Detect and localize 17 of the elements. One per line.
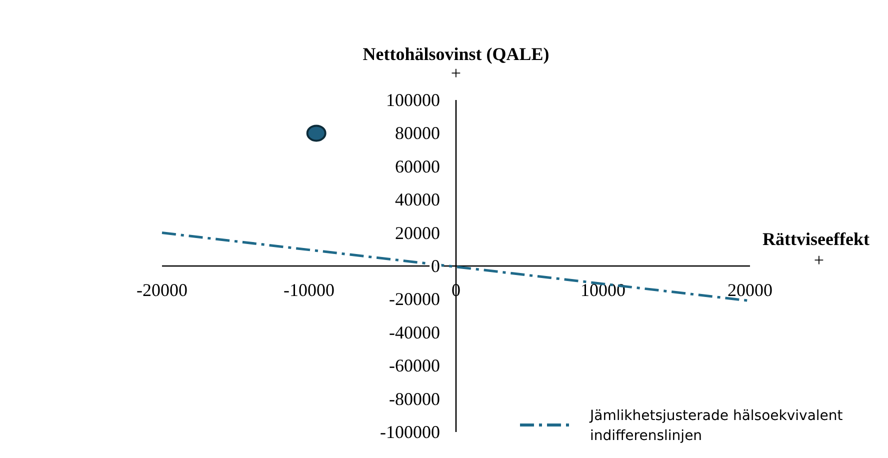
x-tick-label: -20000: [136, 280, 188, 300]
y-tick-label: -100000: [380, 422, 440, 442]
y-tick-label: -60000: [389, 356, 440, 376]
y-tick-label: 20000: [395, 222, 440, 243]
y-tick-label: 100000: [386, 90, 440, 110]
x-tick-label: -10000: [284, 280, 334, 300]
y-tick-label: -40000: [389, 322, 440, 342]
text: +: [814, 250, 824, 270]
text: +: [450, 63, 462, 83]
y-tick-label: 80000: [395, 123, 440, 144]
y-tick-label: 60000: [395, 156, 440, 176]
y-axis-title: Nettohälsovinst (QALE): [362, 44, 550, 64]
x-axis-title: Rättviseeffekt: [762, 229, 870, 249]
x-tick-label: 20000: [728, 280, 772, 300]
legend-label: Jämlikhetsjusterade hälsoekvivalent indifferenslinjen: [589, 408, 844, 444]
y-tick-label: 40000: [395, 190, 440, 210]
y-tick-label: -80000: [389, 388, 440, 409]
